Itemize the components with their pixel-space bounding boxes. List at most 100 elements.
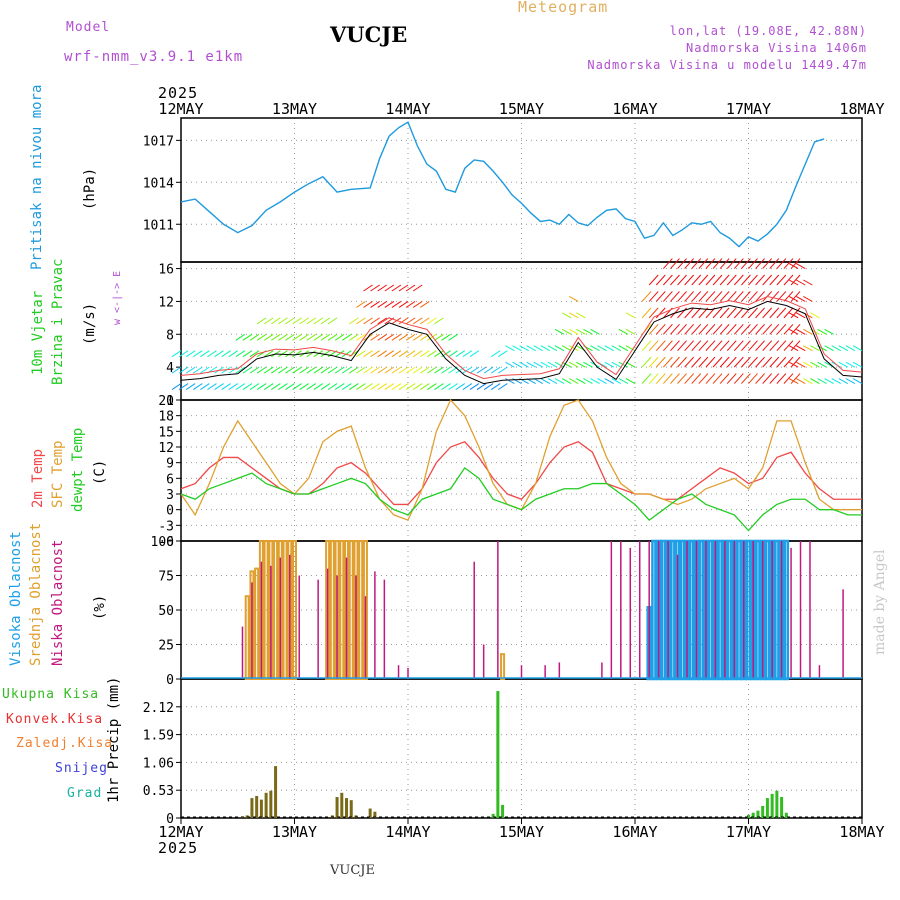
mid-cloud-bar [292, 540, 297, 680]
high-cloud-bar [726, 539, 733, 681]
mid-cloud-bar [263, 540, 269, 680]
high-cloud-bar [698, 539, 704, 681]
y-tick-label: 100 [151, 535, 174, 550]
high-cloud-bar [774, 539, 780, 681]
y-tick-label: 1017 [143, 134, 174, 149]
x-tick-label-bottom: 17MAY [726, 823, 771, 841]
precip-bar [264, 792, 268, 818]
pressure-unit: (hPa) [82, 167, 98, 210]
x-tick-label-bottom: 12MAY [158, 823, 203, 841]
y-tick-label: 50 [158, 604, 174, 619]
high-cloud-bar [717, 539, 723, 681]
precip-bar [349, 800, 353, 818]
x-tick-label-top: 12MAY [158, 100, 203, 118]
cloud-unit: (%) [92, 594, 108, 620]
y-tick-label: 12 [158, 295, 174, 310]
wind-speed-line [180, 300, 863, 385]
precip-bar [770, 793, 774, 818]
precip-bar [340, 792, 344, 818]
precip-bar [751, 812, 755, 818]
mid-cloud-bar [282, 540, 288, 680]
y-tick-label: 8 [166, 328, 174, 343]
y-tick-label: 0.53 [143, 784, 174, 799]
x-tick-label-top: 16MAY [612, 100, 657, 118]
y-tick-label: 6 [166, 472, 174, 487]
precip-bar [335, 797, 339, 818]
station-title: VUCJE [330, 22, 408, 47]
mid-cloud-bar [273, 540, 279, 680]
y-tick-label: 25 [158, 639, 174, 654]
wind-label-1: 10m Vjetar [30, 290, 46, 375]
credit: made by Angel [872, 549, 888, 656]
precip-bar [259, 799, 263, 818]
pressure-label: Pritisak na nivou mora [29, 84, 45, 270]
footer-station: VUCJE [330, 863, 375, 878]
y-tick-label: 0 [166, 394, 174, 409]
y-tick-label: 0 [166, 504, 174, 519]
precip-bar [269, 790, 273, 818]
y-tick-label: 0 [166, 673, 174, 688]
temp-label-1: 2m Temp [30, 448, 46, 508]
high-cloud-bar [764, 539, 771, 681]
precip-legend-graupel: Grad [67, 786, 103, 801]
wind-gust-line [180, 295, 863, 380]
y-tick-label: 75 [158, 570, 174, 585]
mid-cloud-bar [358, 540, 364, 680]
y-tick-label: 0 [166, 812, 174, 827]
y-tick-label: 3 [166, 488, 174, 503]
y-tick-label: 1.59 [143, 729, 174, 744]
mid-cloud-bar [254, 567, 260, 680]
wind-label-2: Brzina i Pravac [50, 258, 66, 385]
high-cloud-bar [651, 539, 657, 681]
mid-cloud-bar [244, 595, 250, 681]
temp-unit: (C) [92, 459, 108, 485]
precip-legend-total: Ukupna Kisa [2, 687, 100, 702]
model-label: Model [66, 20, 111, 35]
precip-bar [255, 795, 259, 818]
model-elevation-label: Nadmorska Visina u modelu 1449.47m [587, 58, 867, 72]
temp-label-2: SFC Temp [50, 440, 66, 508]
high-cloud-bar [670, 539, 676, 681]
y-tick-label: 2.12 [143, 701, 174, 716]
x-tick-label-bottom: 15MAY [499, 823, 544, 841]
x-tick-label-top: 13MAY [272, 100, 317, 118]
lonlat-label: lon,lat (19.08E, 42.88N) [669, 24, 867, 38]
model-name: wrf-nmm_v3.9.1 e1km [64, 49, 244, 65]
high-cloud-bar [783, 539, 790, 681]
precip-bar [368, 808, 372, 818]
high-cloud-bar [745, 539, 752, 681]
chart-title: Meteogram [518, 0, 609, 16]
mid-cloud-bar [329, 540, 335, 680]
cloud-label-3: Niska Oblacnost [50, 539, 66, 666]
high-cloud-bar [707, 539, 714, 681]
precip-bar [747, 814, 750, 818]
high-cloud-bar [679, 539, 686, 681]
wind-unit: (m/s) [82, 302, 98, 345]
x-tick-label-bottom: 16MAY [612, 823, 657, 841]
precip-bar [761, 805, 765, 818]
y-tick-label: 15 [158, 425, 174, 440]
precip-legend-frozen: Zaledj.Kisa [16, 736, 114, 751]
precip-bar [501, 804, 505, 818]
cloud-label-2: Srednja Oblacnost [28, 522, 44, 666]
precip-bar [496, 691, 500, 818]
year-top: 2025 [158, 84, 199, 102]
y-tick-label: -3 [158, 519, 174, 534]
precip-bar [780, 797, 784, 818]
precip-bar [491, 813, 495, 818]
y-tick-label: 4 [166, 361, 174, 376]
y-tick-label: 1011 [143, 218, 174, 233]
precip-legend-snow: Snijeg [55, 761, 108, 776]
high-cloud-bar [689, 539, 695, 681]
wind-barbs [171, 258, 863, 390]
precip-bar [373, 811, 377, 818]
y-tick-label: 9 [166, 457, 174, 472]
y-tick-label: 18 [158, 410, 174, 425]
precip-bar [274, 766, 278, 818]
precip-bar [250, 798, 254, 818]
mid-cloud-bar [348, 540, 354, 680]
precip-bar [775, 790, 779, 818]
precip-bar [756, 810, 760, 818]
elevation-label: Nadmorska Visina 1406m [686, 41, 867, 55]
